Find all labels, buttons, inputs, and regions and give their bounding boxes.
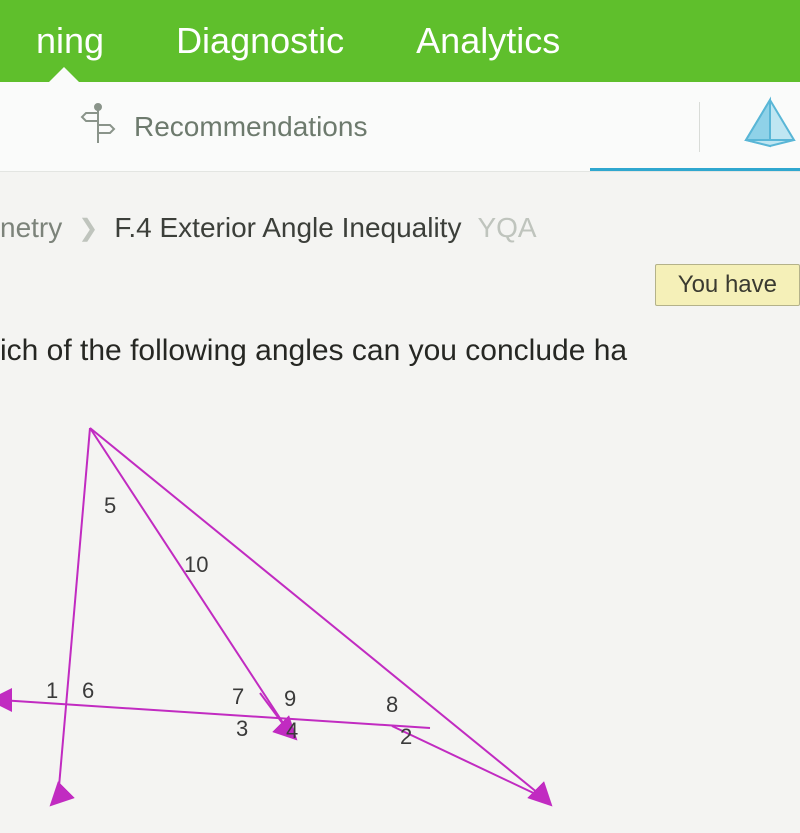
chevron-right-icon: ❯	[78, 214, 98, 243]
breadcrumb-skill[interactable]: F.4 Exterior Angle Inequality	[114, 212, 461, 244]
svg-text:10: 10	[184, 552, 208, 577]
svg-text:7: 7	[232, 684, 244, 709]
svg-text:9: 9	[284, 686, 296, 711]
you-have-badge: You have	[655, 264, 800, 306]
breadcrumb-subject[interactable]: netry	[0, 212, 62, 244]
breadcrumb: netry ❯ F.4 Exterior Angle Inequality YQ…	[0, 172, 800, 244]
svg-text:1: 1	[46, 678, 58, 703]
question-text: ich of the following angles can you conc…	[0, 334, 800, 368]
recommendations-label: Recommendations	[134, 111, 367, 143]
nav-active-caret	[48, 67, 80, 83]
svg-text:8: 8	[386, 692, 398, 717]
svg-text:3: 3	[236, 716, 248, 741]
nav-analytics[interactable]: Analytics	[380, 0, 596, 82]
top-nav: ning Diagnostic Analytics	[0, 0, 800, 82]
nav-diagnostic[interactable]: Diagnostic	[140, 0, 380, 82]
recommendations-tab[interactable]: Recommendations	[0, 82, 407, 171]
signpost-icon	[80, 103, 116, 150]
breadcrumb-code: YQA	[477, 212, 536, 244]
subnav-divider	[699, 102, 700, 152]
svg-text:2: 2	[400, 724, 412, 749]
angle-diagram: 5 10 16 7 9 8 3 4 2	[0, 408, 560, 828]
svg-text:6: 6	[82, 678, 94, 703]
sub-nav: Recommendations	[0, 82, 800, 172]
pyramid-icon[interactable]	[740, 96, 800, 157]
svg-text:5: 5	[104, 493, 116, 518]
svg-text:4: 4	[286, 718, 298, 743]
subnav-active-underline	[590, 168, 800, 171]
content-area: You have ich of the following angles can…	[0, 244, 800, 833]
